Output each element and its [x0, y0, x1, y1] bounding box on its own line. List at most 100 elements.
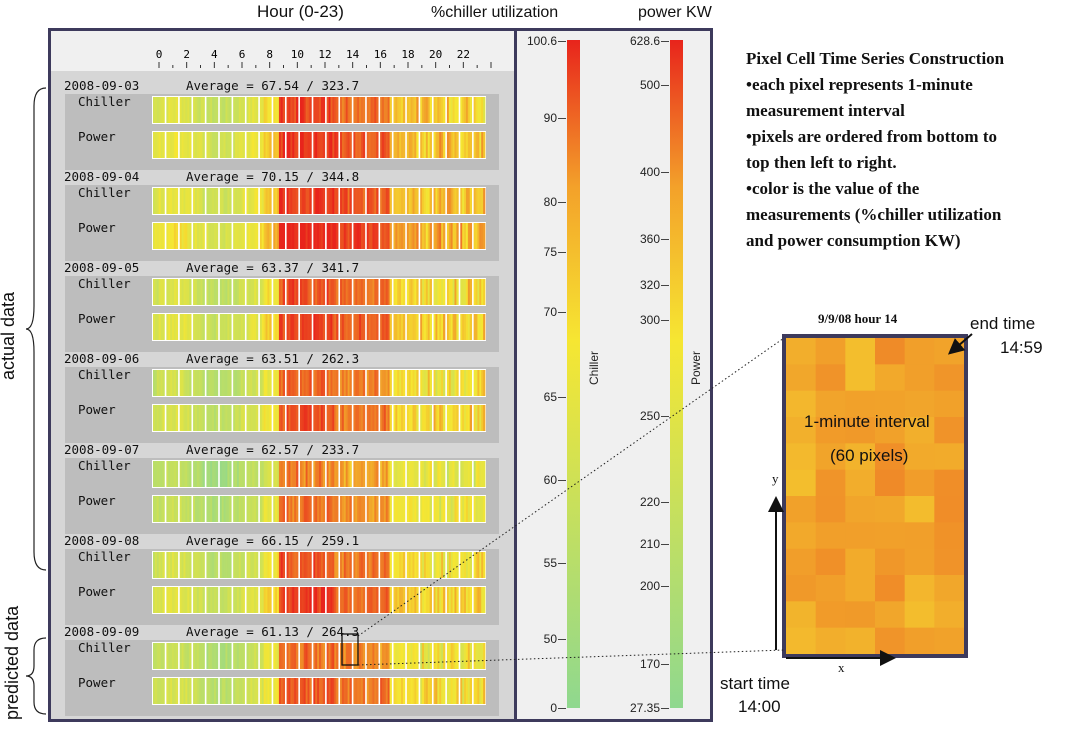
pixel-cell: [406, 314, 410, 340]
pixel-cell: [393, 461, 396, 487]
pixel-cell: [265, 188, 268, 214]
pixel-cell: [181, 97, 184, 123]
pixel-cell: [420, 405, 423, 431]
pixel-cell: [280, 97, 284, 123]
pixel-cell: [464, 97, 467, 123]
pixel-cell: [382, 643, 385, 669]
pixel-cell: [401, 370, 404, 396]
pixel-cell: [389, 678, 392, 704]
pixel-cell: [212, 552, 215, 578]
pixel-cell: [481, 188, 484, 214]
pixel-cell: [481, 314, 484, 340]
pixel-cell: [189, 496, 192, 522]
pixel-cell: [248, 97, 251, 123]
pixel-cell: [475, 461, 478, 487]
pixel-cell: [282, 496, 285, 522]
pixel-cell: [235, 405, 238, 431]
pixel-cell: [233, 678, 236, 704]
pixel-cell: [286, 314, 289, 340]
pixel-cell: [288, 97, 291, 123]
colorbar-tick-label: 320: [639, 278, 660, 292]
colorbar-tick-label: 100.6: [526, 34, 557, 48]
pixel-cell: [214, 643, 217, 669]
pixel-cell: [168, 223, 171, 249]
pixel-cell: [246, 552, 249, 578]
pixel-cell: [246, 223, 249, 249]
row-label-power: Power: [78, 675, 116, 690]
pixel-cell: [357, 370, 360, 396]
pixel-cell: [254, 97, 257, 123]
pixel-cell: [189, 132, 192, 158]
annotation-line-1: •each pixel represents 1-minute: [746, 75, 973, 94]
row-label-chiller: Chiller: [78, 185, 131, 200]
pixel-cell: [462, 643, 465, 669]
row-label-power: Power: [78, 220, 116, 235]
pixel-cell: [341, 97, 345, 123]
pixel-cell: [412, 132, 415, 158]
pixel-cell: [187, 496, 190, 522]
pixel-cell: [162, 643, 165, 669]
pixel-cell: [376, 587, 379, 613]
pixel-cell: [179, 97, 183, 123]
pixel-cell: [366, 643, 370, 669]
pixel-cell: [460, 279, 463, 305]
pixel-cell: [172, 97, 175, 123]
pixel-cell: [360, 370, 364, 396]
pixel-cell: [376, 223, 379, 249]
pixel-cell: [406, 370, 410, 396]
pixel-cell: [435, 223, 438, 249]
pixel-cell: [395, 678, 398, 704]
pixel-cell: [423, 643, 427, 669]
pixel-cell: [309, 279, 312, 305]
pixel-cell: [313, 405, 316, 431]
pixel-cell: [275, 587, 278, 613]
pixel-cell: [330, 97, 333, 123]
pixel-cell: [465, 461, 469, 487]
pixel-cell: [303, 643, 307, 669]
pixel-cell: [473, 405, 476, 431]
pixel-cell: [193, 678, 196, 704]
pixel-cell: [469, 314, 473, 340]
pixel-cell: [305, 97, 308, 123]
pixel-cell: [221, 279, 224, 305]
pixel-cell: [227, 370, 230, 396]
pixel-cell: [193, 279, 196, 305]
pixel-cell: [460, 132, 463, 158]
pixel-cell: [317, 97, 320, 123]
pixel-cell: [158, 132, 161, 158]
pixel-cell: [322, 132, 326, 158]
pixel-cell: [326, 587, 329, 613]
pixel-cell: [397, 188, 400, 214]
pixel-cell: [355, 587, 358, 613]
pixel-cell: [328, 97, 331, 123]
pixel-cell: [336, 132, 339, 158]
pixel-cell: [389, 188, 392, 214]
pixel-cell: [181, 678, 184, 704]
pixel-cell: [349, 132, 352, 158]
pixel-cell: [315, 552, 318, 578]
pixel-cell: [340, 587, 343, 613]
pixel-cell: [340, 97, 343, 123]
pixel-cell: [319, 461, 322, 487]
pixel-cell: [175, 223, 179, 249]
zoom-pixel: [934, 443, 965, 471]
pixel-cell: [277, 643, 280, 669]
pixel-cell: [305, 552, 308, 578]
pixel-cell: [202, 405, 205, 431]
pixel-cell: [187, 461, 190, 487]
pixel-cell: [153, 279, 156, 305]
pixel-cell: [353, 314, 356, 340]
pixel-cell: [278, 678, 282, 704]
pixel-cell: [189, 552, 192, 578]
pixel-cell: [437, 643, 440, 669]
pixel-cell: [416, 279, 419, 305]
pixel-cell: [355, 461, 358, 487]
pixel-cell: [372, 97, 375, 123]
pixel-cell: [408, 678, 412, 704]
colorbar-tick-mark: [558, 202, 566, 203]
pixel-cell: [282, 97, 285, 123]
pixel-cell: [319, 587, 322, 613]
pixel-cell: [441, 314, 444, 340]
pixel-cell: [414, 496, 417, 522]
pixel-cell: [368, 678, 371, 704]
